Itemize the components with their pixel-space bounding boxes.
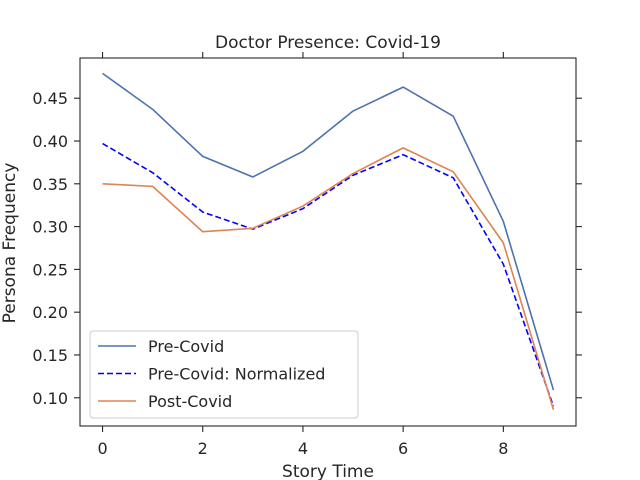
x-axis-title: Story Time bbox=[282, 462, 374, 480]
x-tick-label: 0 bbox=[97, 439, 107, 458]
y-axis-title: Persona Frequency bbox=[0, 163, 20, 324]
x-tick-label: 8 bbox=[498, 439, 508, 458]
y-tick-label: 0.35 bbox=[32, 175, 68, 194]
legend-box bbox=[89, 330, 359, 419]
legend-label: Post-Covid bbox=[148, 392, 232, 411]
plot-frame bbox=[79, 57, 577, 427]
x-tick-label: 4 bbox=[298, 439, 308, 458]
y-tick-label: 0.20 bbox=[32, 303, 68, 322]
y-tick-label: 0.15 bbox=[32, 346, 68, 365]
series-line-post-covid bbox=[102, 147, 555, 410]
legend-label: Pre-Covid bbox=[148, 337, 224, 356]
legend: Pre-Covid Pre-Covid: Normalized Post-Covid bbox=[89, 330, 359, 419]
x-tick-label: 2 bbox=[198, 439, 208, 458]
y-tick-label: 0.25 bbox=[32, 260, 68, 279]
y-tick-label: 0.45 bbox=[32, 89, 68, 108]
chart-title: Doctor Presence: Covid-19 bbox=[215, 33, 441, 53]
plot-area: 0 2 4 6 8 0.10 0.15 0.20 0.25 0.30 0.35 0.40 0.45 bbox=[32, 52, 582, 458]
y-tick-label: 0.40 bbox=[32, 132, 68, 151]
series-line-pre-covid bbox=[102, 72, 555, 391]
y-tick-label: 0.10 bbox=[32, 389, 68, 408]
y-tick-label: 0.30 bbox=[32, 218, 68, 237]
legend-label: Pre-Covid: Normalized bbox=[148, 365, 325, 384]
x-tick-label: 6 bbox=[398, 439, 408, 458]
